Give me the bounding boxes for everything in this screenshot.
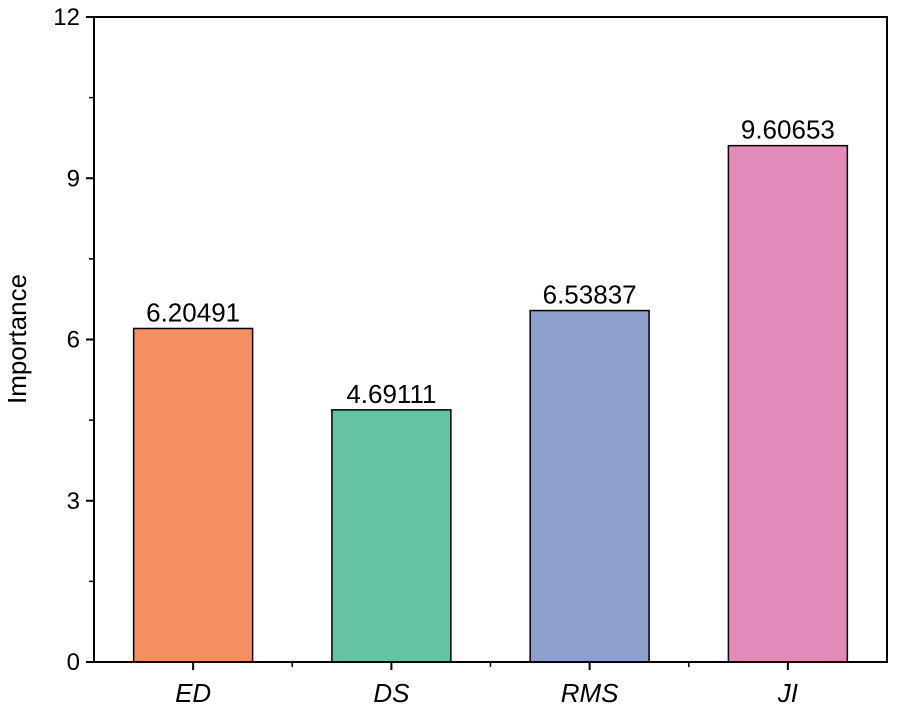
bar-ji [727,144,849,663]
y-tick-label: 0 [67,649,80,676]
x-tick-label-rms: RMS [561,678,619,708]
x-tick-label-ed: ED [175,678,211,708]
y-tick-label: 9 [67,165,80,192]
data-label-rms: 6.53837 [543,280,637,310]
y-tick-label: 3 [67,488,80,515]
data-labels: 6.20491 4.69111 6.53837 9.60653 [146,115,835,409]
y-tick-label: 12 [53,4,80,31]
y-tick-label: 6 [67,327,80,354]
bar-ds [331,409,452,663]
y-axis: 0 3 6 9 12 [53,4,94,676]
x-axis: ED DS RMS JI [175,662,798,708]
data-label-ed: 6.20491 [146,297,240,327]
bars [132,144,849,663]
data-label-ji: 9.60653 [741,115,835,145]
x-tick-label-ds: DS [373,678,410,708]
x-tick-label-ji: JI [777,678,798,708]
data-label-ds: 4.69111 [346,379,436,409]
bar-ed [132,327,254,663]
bar-rms [529,309,650,663]
y-axis-title: Importance [2,274,32,404]
